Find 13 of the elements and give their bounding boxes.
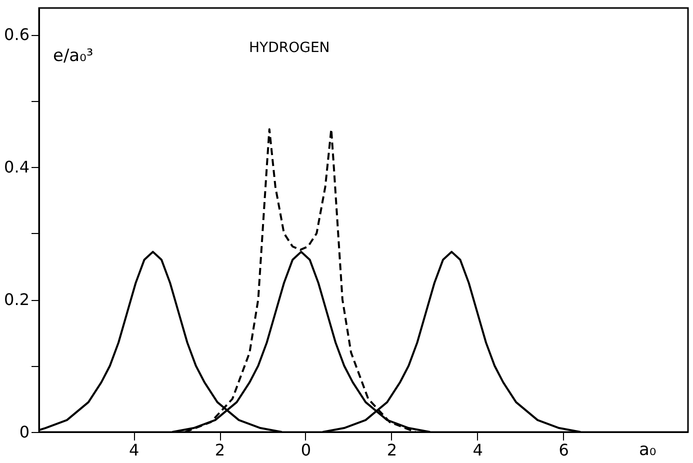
y-tick-label: 0.6 [4, 25, 30, 44]
x-tick-label: 4 [472, 440, 483, 460]
x-tick-label: 2 [386, 440, 398, 460]
x-tick-label: 4 [128, 440, 140, 460]
text: HYDROGEN [249, 40, 330, 56]
x-tick-label: 2 [214, 440, 226, 460]
y-tick-label: 0.2 [4, 290, 30, 309]
y-tick-label: 0 [19, 422, 30, 442]
x-axis-title: a₀ [639, 440, 656, 460]
x-tick-label: 0 [300, 440, 312, 460]
y-axis-title: e/a₀³ [53, 46, 94, 66]
x-tick-label: 6 [558, 440, 569, 460]
y-tick-label: 0.4 [4, 158, 30, 176]
